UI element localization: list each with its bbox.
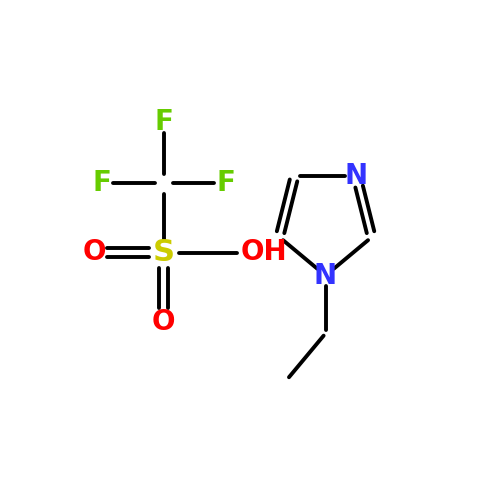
Text: O: O [152, 308, 176, 336]
Text: N: N [345, 162, 368, 190]
Text: S: S [153, 238, 175, 267]
Text: O: O [83, 238, 106, 266]
Text: F: F [154, 108, 174, 136]
Text: OH: OH [241, 238, 288, 266]
Text: N: N [314, 262, 337, 289]
Text: F: F [93, 169, 112, 197]
Text: F: F [216, 169, 235, 197]
